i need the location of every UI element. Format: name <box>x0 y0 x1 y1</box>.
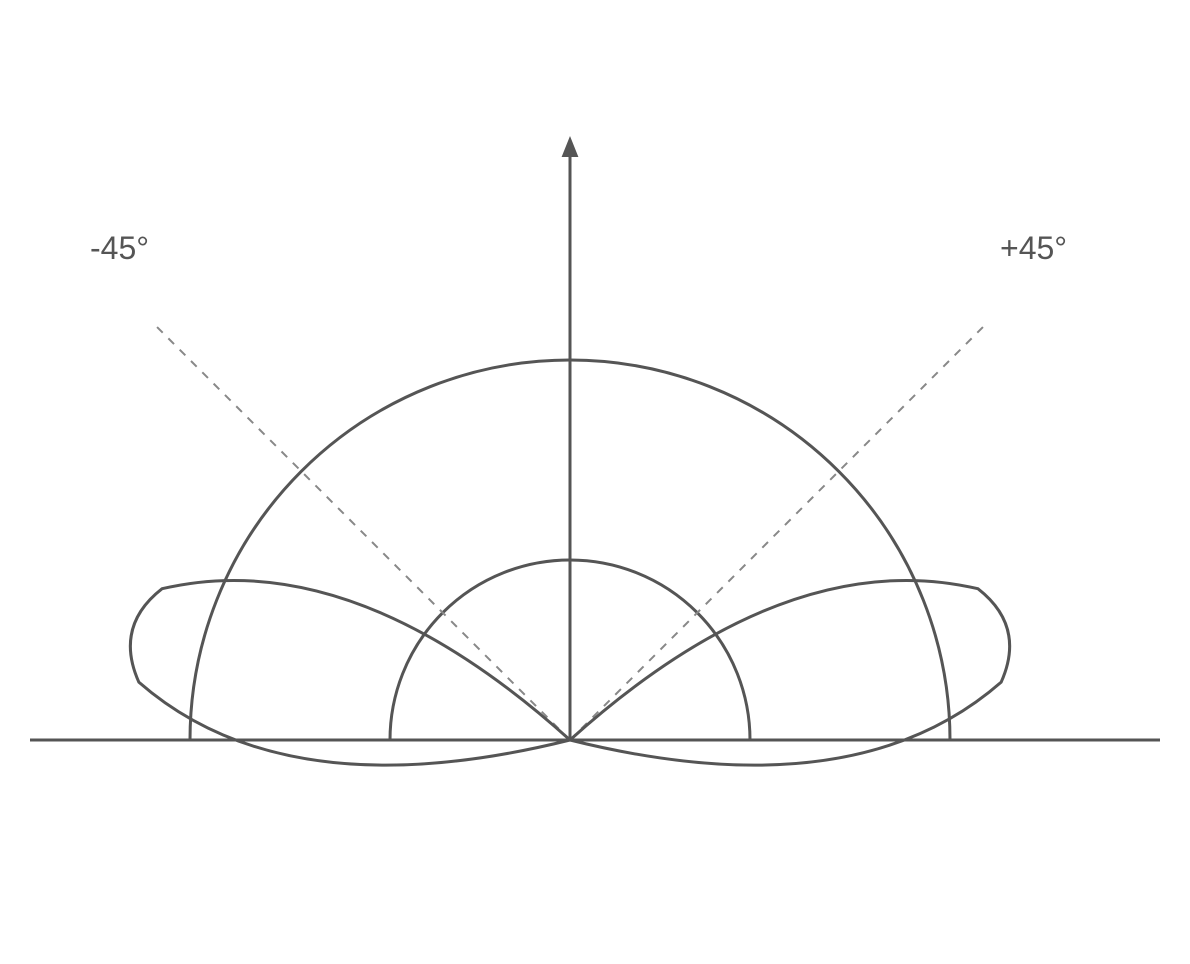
diagram-canvas <box>0 0 1190 964</box>
angle-label-negative: -45° <box>90 230 149 267</box>
angle-label-positive: +45° <box>1000 230 1067 267</box>
polar-diagram: -45° +45° <box>0 0 1190 964</box>
